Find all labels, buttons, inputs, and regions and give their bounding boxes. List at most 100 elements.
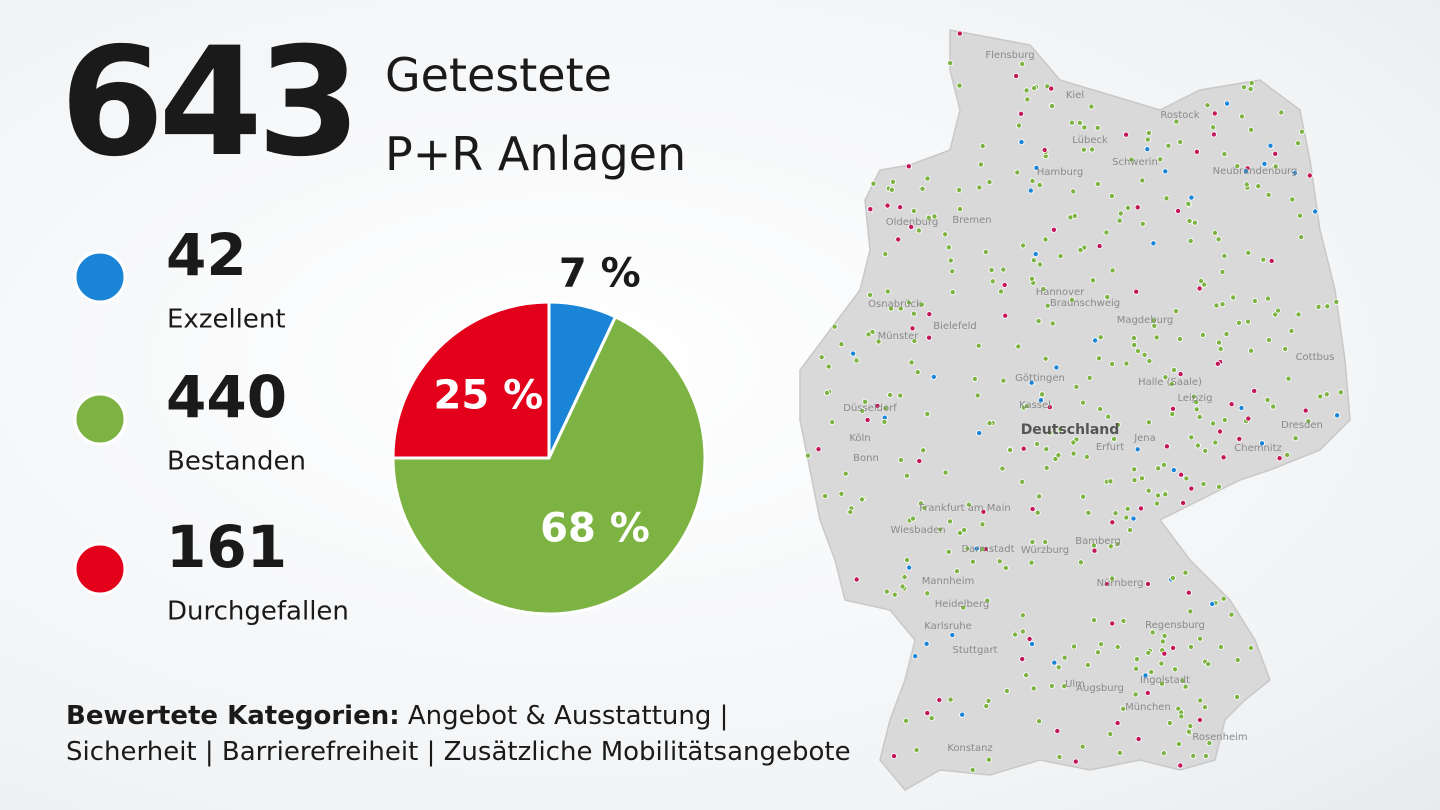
map-dot bbox=[1041, 146, 1048, 153]
map-dot bbox=[1324, 303, 1331, 310]
map-dot bbox=[1131, 477, 1138, 484]
map-dot bbox=[1238, 404, 1245, 411]
map-dot bbox=[1036, 182, 1043, 189]
map-dot bbox=[1134, 446, 1141, 453]
map-label: Regensburg bbox=[1145, 620, 1205, 631]
map-dot bbox=[904, 557, 911, 564]
map-dot bbox=[1295, 311, 1302, 318]
map-dot bbox=[1236, 435, 1243, 442]
map-dot bbox=[949, 289, 956, 296]
map-dot bbox=[1228, 401, 1235, 408]
map-dot bbox=[961, 527, 968, 534]
pie-label: 25 % bbox=[433, 372, 543, 418]
map-dot bbox=[867, 291, 874, 298]
map-dot bbox=[1266, 336, 1273, 343]
map-dot bbox=[1116, 217, 1123, 224]
map-dot bbox=[973, 545, 980, 552]
map-dot bbox=[1040, 286, 1047, 293]
map-dot bbox=[1210, 124, 1217, 131]
map-dot bbox=[1159, 638, 1166, 645]
map-dot bbox=[1098, 641, 1105, 648]
map-dot bbox=[1000, 266, 1007, 273]
map-dot bbox=[1175, 207, 1182, 214]
map-dot bbox=[1024, 96, 1031, 103]
map-dot bbox=[920, 447, 927, 454]
map-dot bbox=[942, 469, 949, 476]
map-dot bbox=[1201, 281, 1208, 288]
map-dot bbox=[1202, 447, 1209, 454]
map-dot bbox=[1114, 540, 1121, 547]
map-dot bbox=[1056, 754, 1063, 761]
map-label: Kassel bbox=[1019, 400, 1051, 411]
map-dot bbox=[1096, 243, 1103, 250]
map-label: Darmstadt bbox=[961, 544, 1014, 555]
map-dot bbox=[864, 416, 871, 423]
map-dot bbox=[989, 278, 996, 285]
map-dot bbox=[888, 186, 895, 193]
map-label: Dresden bbox=[1281, 420, 1323, 431]
map-dot bbox=[903, 472, 910, 479]
map-dot bbox=[1141, 351, 1148, 358]
map-dot bbox=[910, 310, 917, 317]
map-dot bbox=[1080, 493, 1087, 500]
map-dot bbox=[924, 410, 931, 417]
map-dot bbox=[1138, 505, 1145, 512]
map-dot bbox=[1054, 728, 1061, 735]
map-label: Nürnberg bbox=[1097, 578, 1144, 589]
map-dot bbox=[1217, 345, 1224, 352]
map-dot bbox=[1029, 539, 1036, 546]
map-dot bbox=[1046, 404, 1053, 411]
map-dot bbox=[1037, 397, 1044, 404]
map-dot bbox=[930, 373, 937, 380]
map-dot bbox=[1037, 261, 1044, 268]
map-dot bbox=[969, 558, 976, 565]
map-dot bbox=[1124, 505, 1131, 512]
map-dot bbox=[1120, 617, 1127, 624]
map-dot bbox=[954, 568, 961, 575]
map-dot bbox=[1183, 475, 1190, 482]
map-dot bbox=[1242, 168, 1249, 175]
map-label: Braunschweig bbox=[1050, 298, 1120, 309]
map-dot bbox=[897, 305, 904, 312]
map-label: Erfurt bbox=[1096, 442, 1124, 453]
map-dot bbox=[1180, 499, 1187, 506]
map-dot bbox=[1230, 294, 1237, 301]
map-label: Augsburg bbox=[1076, 683, 1124, 694]
map-dot bbox=[1072, 758, 1079, 765]
map-dot bbox=[1115, 421, 1122, 428]
map-dot bbox=[1123, 131, 1130, 138]
map-dot bbox=[1042, 355, 1049, 362]
map-dot bbox=[1084, 661, 1091, 668]
map-dot bbox=[1251, 297, 1258, 304]
map-dot bbox=[1144, 689, 1151, 696]
map-dot bbox=[1068, 119, 1075, 126]
map-dot bbox=[1114, 720, 1121, 727]
map-label: Rostock bbox=[1160, 110, 1199, 121]
map-label: Jena bbox=[1133, 433, 1156, 444]
total-count: 643 bbox=[60, 16, 361, 190]
map-dot bbox=[1217, 428, 1224, 435]
map-dot bbox=[919, 185, 926, 192]
map-dot bbox=[986, 420, 993, 427]
map-dot bbox=[1216, 339, 1223, 346]
map-dot bbox=[1177, 138, 1184, 145]
map-dot bbox=[1145, 649, 1152, 656]
map-dot bbox=[1234, 163, 1241, 170]
map-dot bbox=[1210, 420, 1217, 427]
map-dot bbox=[986, 179, 993, 186]
map-dot bbox=[1245, 415, 1252, 422]
map-dot bbox=[1061, 683, 1068, 690]
map-dot bbox=[875, 338, 882, 345]
map-dot bbox=[964, 545, 971, 552]
map-dot bbox=[1165, 142, 1172, 149]
map-dot bbox=[874, 402, 881, 409]
map-dot bbox=[956, 186, 963, 193]
map-dot bbox=[1028, 379, 1035, 386]
map-dot bbox=[883, 588, 890, 595]
map-dot bbox=[910, 207, 917, 214]
map-dot bbox=[1091, 617, 1098, 624]
map-dot bbox=[1133, 656, 1140, 663]
map-dot bbox=[1044, 302, 1051, 309]
map-dot bbox=[1265, 295, 1272, 302]
map-dot bbox=[1247, 86, 1254, 93]
